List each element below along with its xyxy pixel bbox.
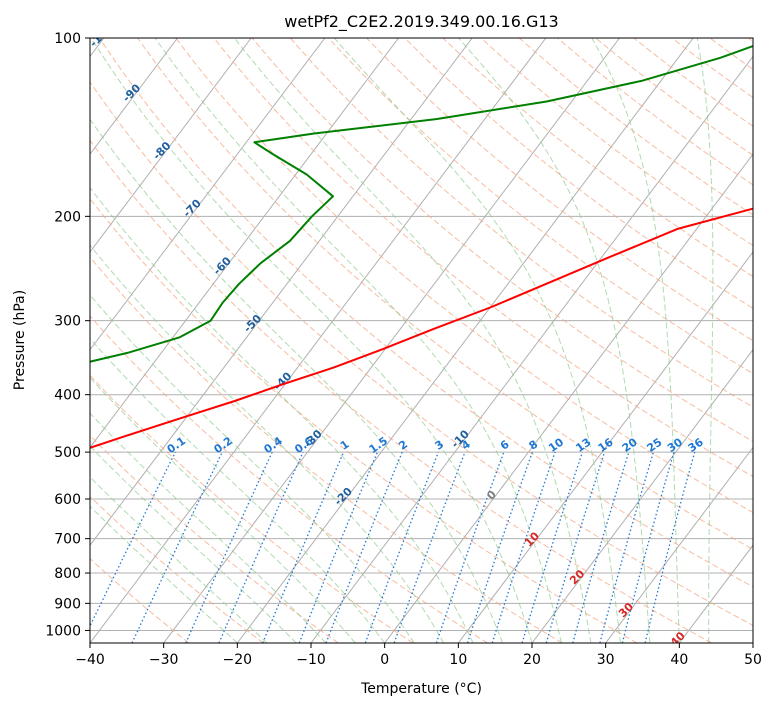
x-tick-label: 50 <box>744 652 762 668</box>
x-tick-label: 30 <box>597 652 615 668</box>
y-tick-label: 200 <box>54 209 81 225</box>
y-tick-label: 600 <box>54 492 81 508</box>
y-tick-label: 400 <box>54 388 81 404</box>
x-tick-label: 10 <box>449 652 467 668</box>
y-tick-label: 1000 <box>45 623 81 639</box>
x-tick-label: −20 <box>223 652 253 668</box>
y-axis-title: Pressure (hPa) <box>12 290 28 390</box>
y-tick-label: 700 <box>54 532 81 548</box>
x-axis-title: Temperature (°C) <box>360 681 482 697</box>
x-tick-label: −10 <box>296 652 326 668</box>
x-tick-label: −40 <box>75 652 105 668</box>
x-tick-label: 40 <box>670 652 688 668</box>
y-tick-label: 100 <box>54 31 81 47</box>
y-tick-label: 900 <box>54 596 81 612</box>
x-tick-label: 20 <box>523 652 541 668</box>
y-tick-label: 800 <box>54 566 81 582</box>
x-tick-label: 0 <box>380 652 389 668</box>
y-tick-label: 500 <box>54 445 81 461</box>
chart-title: wetPf2_C2E2.2019.349.00.16.G13 <box>284 12 558 32</box>
x-tick-label: −30 <box>149 652 179 668</box>
y-tick-label: 300 <box>54 314 81 330</box>
